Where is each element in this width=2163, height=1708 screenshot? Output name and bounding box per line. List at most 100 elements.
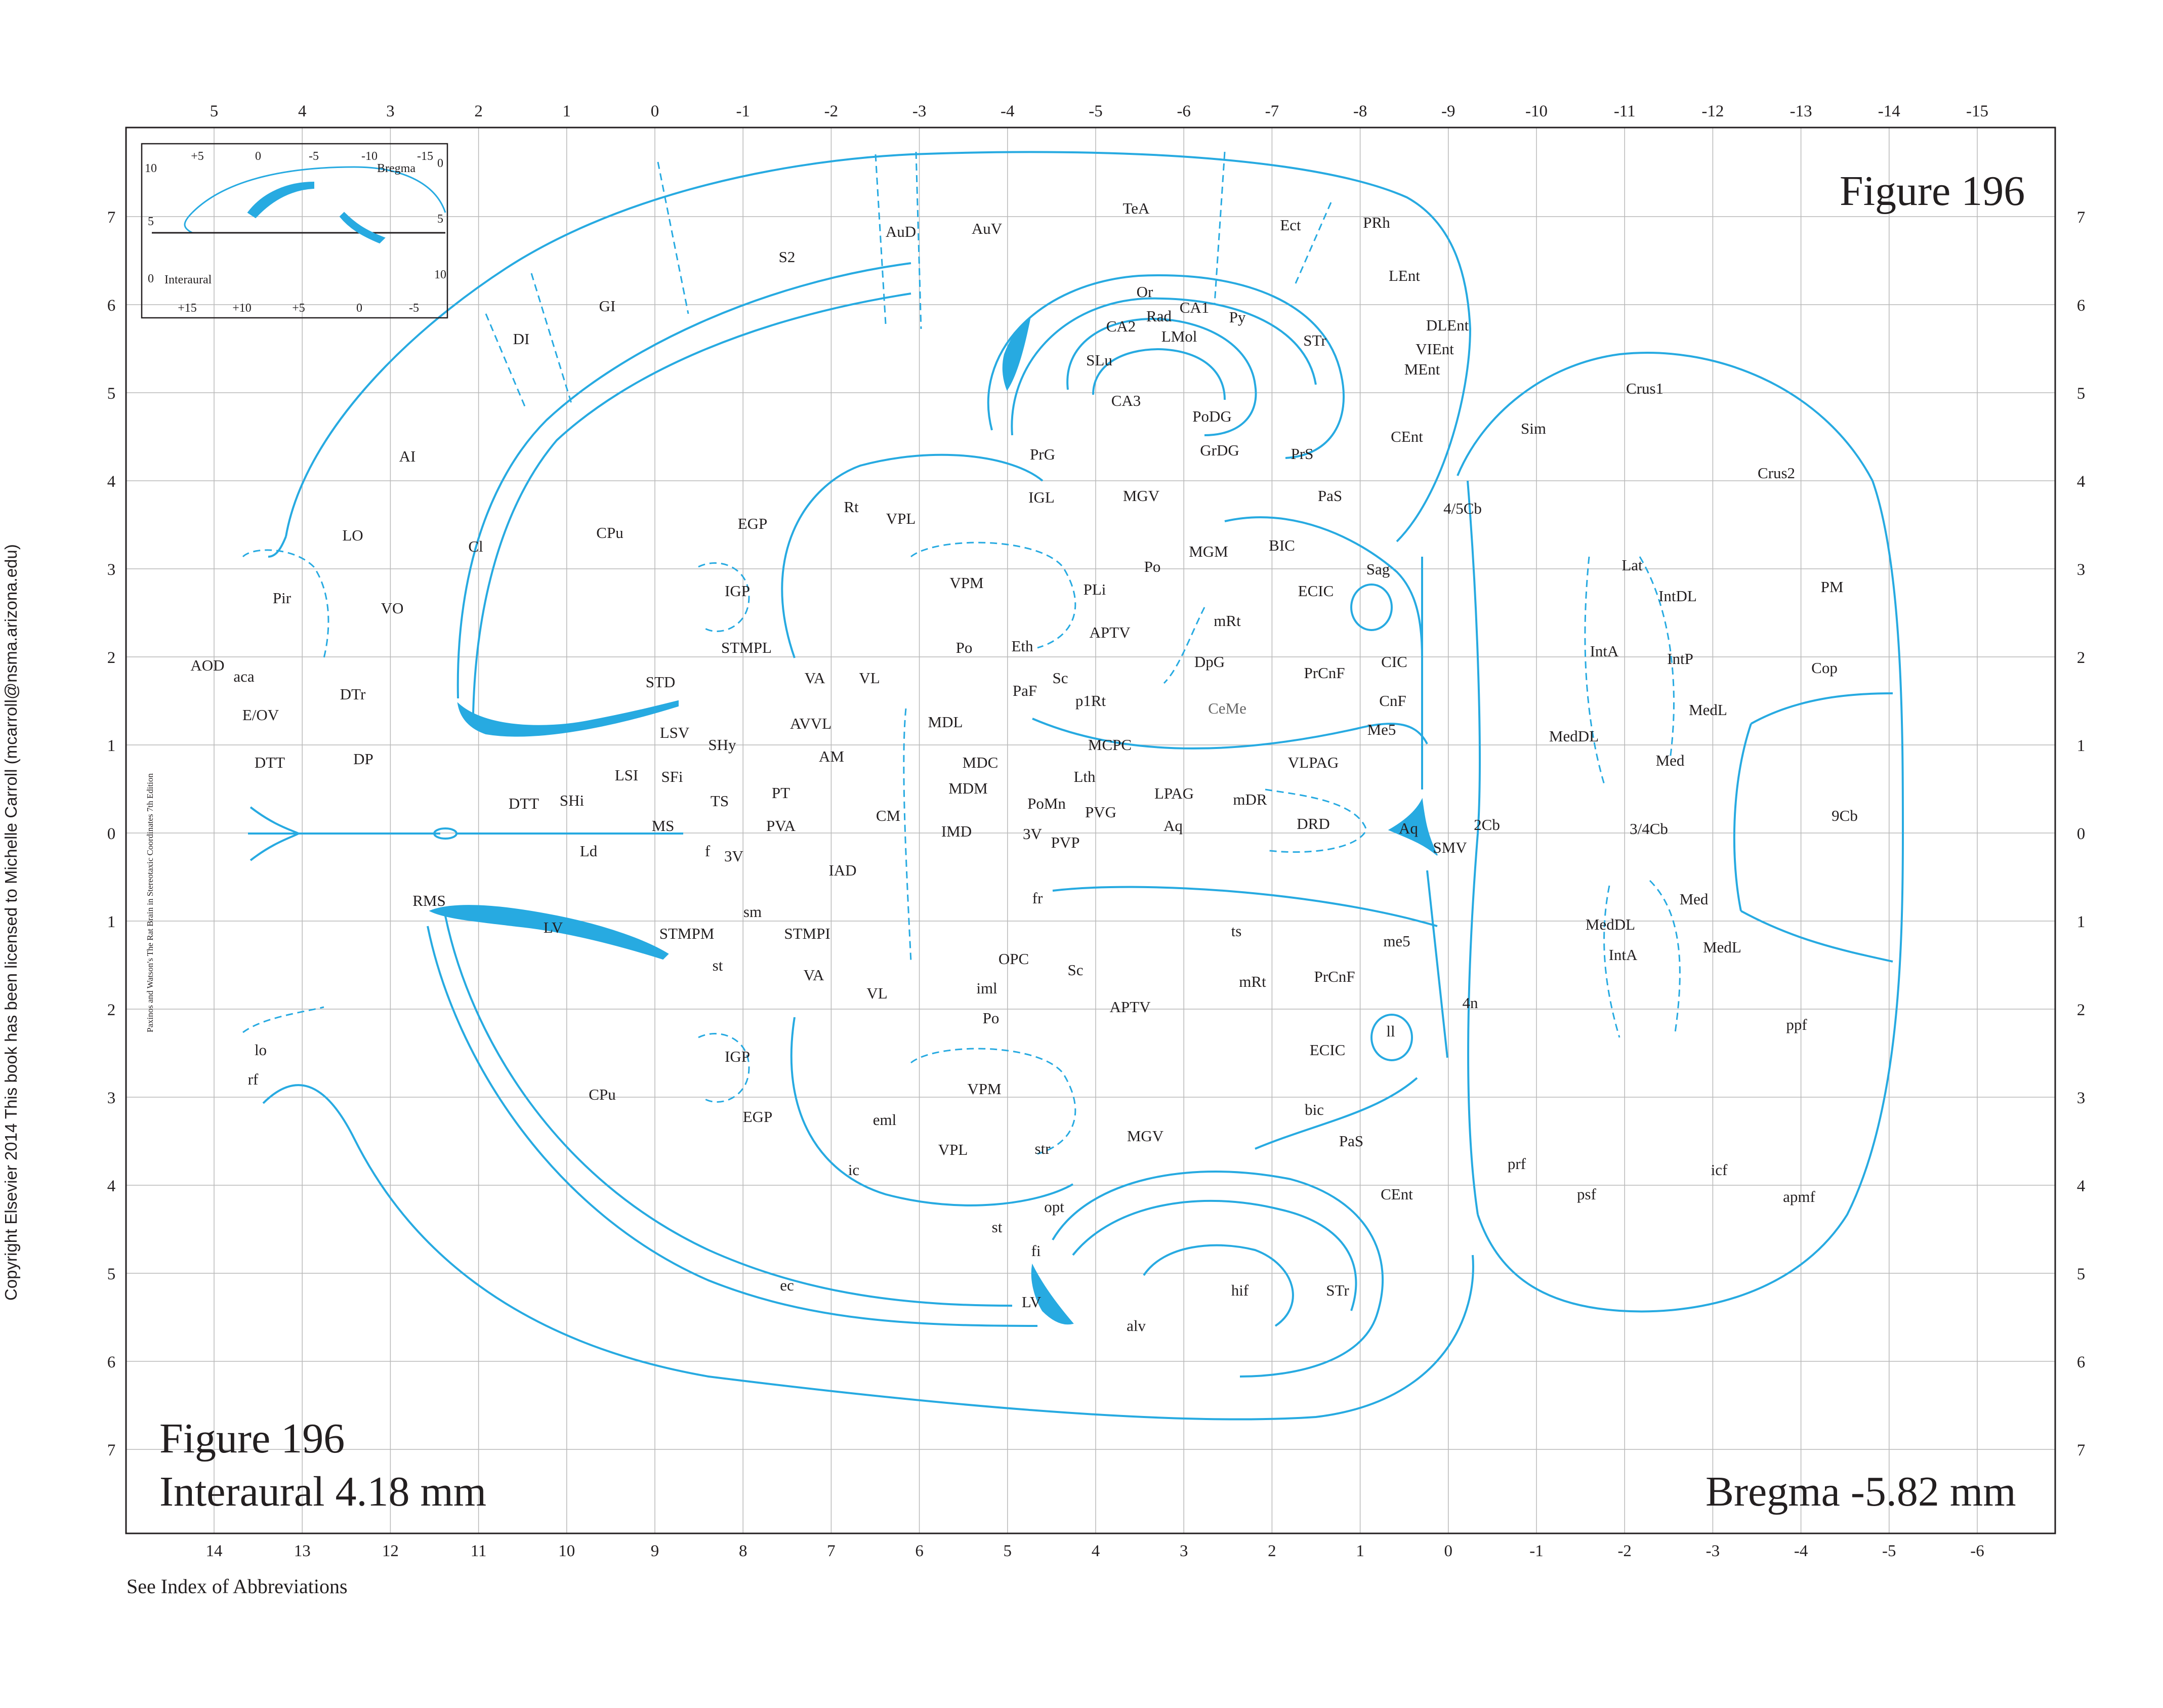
left-tick-label: 2 bbox=[107, 649, 116, 667]
region-label-inta: IntA bbox=[1609, 946, 1638, 964]
region-label-str: STr bbox=[1326, 1281, 1349, 1299]
region-label-mdl: MDL bbox=[928, 713, 963, 731]
left-tick-label: 7 bbox=[107, 209, 116, 227]
region-label-f: f bbox=[705, 842, 711, 860]
region-label-pvg: PVG bbox=[1085, 803, 1116, 821]
region-label-paf: PaF bbox=[1013, 682, 1037, 699]
top-tick-label: 0 bbox=[651, 102, 659, 120]
region-label-aq: Aq bbox=[1399, 819, 1418, 837]
region-label-aptv: APTV bbox=[1090, 623, 1131, 641]
region-label-ts: ts bbox=[1231, 922, 1242, 940]
left-tick-label: 4 bbox=[107, 1177, 116, 1195]
right-tick-label: 1 bbox=[2077, 737, 2086, 755]
region-label-4n: 4n bbox=[1463, 994, 1479, 1012]
bottom-tick-label: 8 bbox=[739, 1542, 747, 1560]
region-label-or: Or bbox=[1137, 283, 1153, 301]
bottom-tick-label: 0 bbox=[1444, 1542, 1453, 1560]
region-label-meddl: MedDL bbox=[1549, 727, 1599, 745]
left-tick-label: 6 bbox=[107, 1353, 116, 1371]
left-tick-label: 7 bbox=[107, 1441, 116, 1460]
region-label-sfi: SFi bbox=[661, 768, 683, 785]
region-label-vient: VIEnt bbox=[1416, 340, 1454, 358]
inset-interaural-label: Interaural bbox=[164, 273, 212, 286]
region-label-mgv: MGV bbox=[1123, 487, 1160, 505]
top-tick-label: -15 bbox=[1966, 102, 1988, 120]
right-tick-label: 3 bbox=[2077, 561, 2086, 579]
top-tick-label: 2 bbox=[474, 102, 483, 120]
bottom-tick-label: -4 bbox=[1794, 1542, 1808, 1560]
inset-bottom-tick: 0 bbox=[356, 302, 362, 315]
region-label-egp: EGP bbox=[743, 1108, 773, 1126]
region-label-lv: LV bbox=[1022, 1293, 1042, 1311]
region-label-vpm: VPM bbox=[949, 574, 983, 592]
region-label-gi: GI bbox=[599, 297, 616, 315]
left-tick-label: 5 bbox=[107, 385, 116, 403]
top-tick-label: -8 bbox=[1353, 102, 1367, 120]
region-label-opc: OPC bbox=[999, 950, 1029, 968]
region-label-rad: Rad bbox=[1146, 307, 1172, 325]
region-label-lv: LV bbox=[544, 919, 563, 936]
region-label-s2: S2 bbox=[779, 248, 796, 266]
region-label-ll: ll bbox=[1386, 1022, 1395, 1040]
right-tick-label: 7 bbox=[2077, 1441, 2086, 1460]
region-label-crus1: Crus1 bbox=[1626, 380, 1663, 397]
inset-frame bbox=[141, 143, 448, 319]
bottom-tick-label: 9 bbox=[651, 1542, 659, 1560]
region-label-stmpl: STMPL bbox=[721, 639, 772, 656]
right-tick-label: 1 bbox=[2077, 913, 2086, 931]
region-label-cnf: CnF bbox=[1379, 692, 1406, 710]
region-label-p1rt: p1Rt bbox=[1075, 692, 1106, 710]
region-label-egp: EGP bbox=[738, 515, 768, 532]
region-label-ic: ic bbox=[848, 1161, 859, 1179]
right-tick-label: 2 bbox=[2077, 649, 2086, 667]
left-tick-label: 4 bbox=[107, 473, 116, 491]
left-tick-label: 6 bbox=[107, 297, 116, 315]
inset-top-tick: +5 bbox=[191, 150, 204, 163]
inset-right-tick: 10 bbox=[434, 268, 446, 281]
region-label-stmpi: STMPI bbox=[784, 925, 830, 942]
region-label-mgv: MGV bbox=[1127, 1127, 1164, 1145]
inset-left-tick: 10 bbox=[145, 162, 157, 175]
region-label-shy: SHy bbox=[708, 736, 736, 754]
bottom-tick-labels: 14 13 12 11 10 9 8 7 6 5 4 3 2 1 0 -1 -2 -3 -4 -5 -6 bbox=[206, 1542, 1984, 1560]
region-label-prh: PRh bbox=[1363, 214, 1390, 231]
bottom-tick-label: 3 bbox=[1180, 1542, 1188, 1560]
region-label-lpag: LPAG bbox=[1154, 784, 1194, 802]
inset-bregma-label: Bregma bbox=[377, 162, 415, 175]
bottom-tick-label: -6 bbox=[1970, 1542, 1984, 1560]
region-label-ceme: CeMe bbox=[1208, 699, 1246, 717]
top-tick-label: -4 bbox=[1001, 102, 1015, 120]
region-label-ca3: CA3 bbox=[1111, 392, 1141, 409]
region-label-ecic: ECIC bbox=[1310, 1041, 1346, 1059]
region-label-mdm: MDM bbox=[948, 779, 988, 797]
inset-left-tick: 0 bbox=[148, 272, 154, 285]
region-label-aq: Aq bbox=[1163, 817, 1183, 835]
region-label-iad: IAD bbox=[828, 861, 856, 879]
region-label-me5: me5 bbox=[1383, 932, 1410, 950]
region-label-fi: fi bbox=[1031, 1242, 1041, 1260]
region-label-ai: AI bbox=[399, 447, 416, 465]
region-label-prg: PrG bbox=[1030, 445, 1055, 463]
region-label-am: AM bbox=[819, 747, 844, 765]
region-label-sm: sm bbox=[743, 903, 762, 921]
region-label-sc: Sc bbox=[1068, 961, 1084, 979]
region-label-cent: CEnt bbox=[1391, 428, 1423, 445]
right-tick-label: 0 bbox=[2077, 825, 2086, 843]
figure-frame bbox=[125, 127, 2056, 1534]
region-label-ec: ec bbox=[780, 1276, 794, 1294]
bottom-tick-label: -3 bbox=[1706, 1542, 1720, 1560]
top-tick-label: -3 bbox=[912, 102, 927, 120]
top-tick-label: -2 bbox=[824, 102, 839, 120]
top-tick-label: -9 bbox=[1441, 102, 1455, 120]
region-label-fr: fr bbox=[1032, 889, 1043, 907]
region-labels: TeA Ect PRh AuD AuV S2 GI DI LEnt Or CA1 Rad Py CA2 LM… bbox=[190, 199, 1857, 1335]
region-label-shi: SHi bbox=[560, 791, 585, 809]
copyright-notice: Copyright Elsevier 2014 This book has be… bbox=[2, 544, 20, 1301]
region-label-pt: PT bbox=[772, 784, 790, 802]
region-label-dtt: DTT bbox=[255, 754, 285, 771]
top-tick-label: -5 bbox=[1089, 102, 1103, 120]
top-tick-label: -12 bbox=[1701, 102, 1724, 120]
region-label-podg: PoDG bbox=[1192, 407, 1232, 425]
region-label-mgm: MGM bbox=[1189, 543, 1228, 560]
inset-top-tick: -5 bbox=[309, 150, 319, 163]
